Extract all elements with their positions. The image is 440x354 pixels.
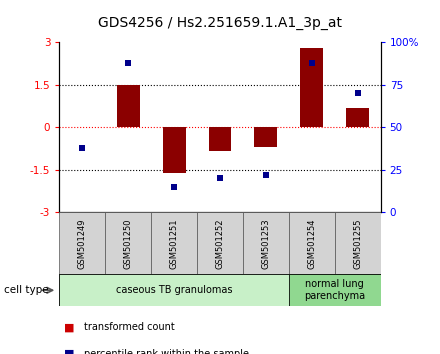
Bar — [197, 212, 243, 274]
Bar — [335, 212, 381, 274]
Bar — [117, 85, 140, 127]
Bar — [151, 212, 197, 274]
Point — [262, 172, 269, 178]
Bar — [209, 127, 231, 151]
Text: cell type: cell type — [4, 285, 49, 295]
Text: percentile rank within the sample: percentile rank within the sample — [84, 349, 249, 354]
Bar — [300, 48, 323, 127]
Bar — [163, 127, 186, 173]
Bar — [59, 274, 289, 306]
Text: GSM501254: GSM501254 — [307, 218, 316, 269]
Bar — [105, 212, 151, 274]
Text: ■: ■ — [64, 349, 74, 354]
Text: caseous TB granulomas: caseous TB granulomas — [116, 285, 232, 295]
Text: ■: ■ — [64, 322, 74, 332]
Text: normal lung
parenchyma: normal lung parenchyma — [304, 279, 365, 301]
Point — [354, 91, 361, 96]
Text: GSM501253: GSM501253 — [261, 218, 271, 269]
Text: GSM501252: GSM501252 — [216, 218, 224, 269]
Point — [308, 60, 315, 66]
Text: GSM501250: GSM501250 — [124, 218, 133, 269]
Point — [125, 60, 132, 66]
Text: GSM501249: GSM501249 — [78, 218, 87, 269]
Text: transformed count: transformed count — [84, 322, 174, 332]
Bar — [289, 212, 335, 274]
Point — [171, 184, 178, 190]
Text: GSM501255: GSM501255 — [353, 218, 362, 269]
Bar — [59, 212, 105, 274]
Point — [216, 176, 224, 181]
Bar — [254, 127, 277, 147]
Bar — [243, 212, 289, 274]
Point — [79, 145, 86, 151]
Text: GSM501251: GSM501251 — [169, 218, 179, 269]
Bar — [346, 108, 369, 127]
Text: GDS4256 / Hs2.251659.1.A1_3p_at: GDS4256 / Hs2.251659.1.A1_3p_at — [98, 16, 342, 30]
Bar — [289, 274, 381, 306]
